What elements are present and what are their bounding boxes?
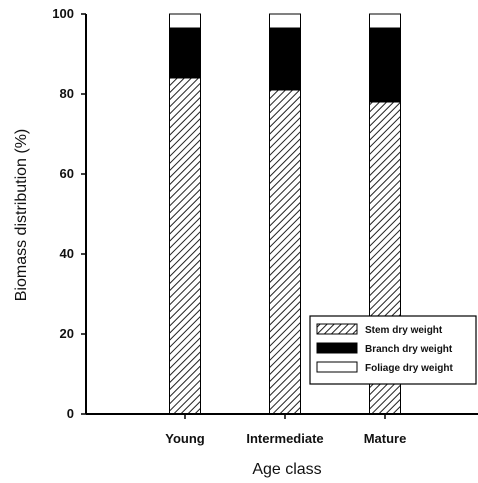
bar-segment-branch-dry-weight xyxy=(269,27,301,91)
y-axis-title: Biomass distribution (%) xyxy=(13,129,30,302)
legend-label: Foliage dry weight xyxy=(365,363,453,374)
bar-segment-foliage-dry-weight xyxy=(369,13,401,29)
bar-segment-branch-dry-weight xyxy=(369,27,401,103)
y-tick-label: 20 xyxy=(60,326,74,341)
bar-segment-foliage-dry-weight xyxy=(169,13,201,29)
x-tick-label: Young xyxy=(165,431,205,446)
y-tick-label: 100 xyxy=(52,6,74,21)
x-tick-label: Intermediate xyxy=(246,431,323,446)
axes-group: 0 20 40 60 80 100 Young Intermediate Mature xyxy=(52,6,478,446)
legend-swatch xyxy=(316,323,358,335)
bar-segment-branch-dry-weight xyxy=(169,27,201,79)
x-axis-title: Age class xyxy=(252,461,321,478)
legend: Stem dry weight Branch dry weight Foliage … xyxy=(309,315,477,385)
legend-label: Branch dry weight xyxy=(365,344,453,355)
bar-segment-stem-dry-weight xyxy=(169,77,201,415)
y-tick-label: 40 xyxy=(60,246,74,261)
legend-swatch xyxy=(316,361,358,373)
bar-segment-stem-dry-weight xyxy=(269,89,301,415)
y-tick-label: 60 xyxy=(60,166,74,181)
legend-swatch xyxy=(316,342,358,354)
x-tick-label: Mature xyxy=(364,431,407,446)
legend-label: Stem dry weight xyxy=(365,325,443,336)
bar-segment-foliage-dry-weight xyxy=(269,13,301,29)
y-tick-label: 0 xyxy=(67,406,74,421)
y-tick-label: 80 xyxy=(60,86,74,101)
